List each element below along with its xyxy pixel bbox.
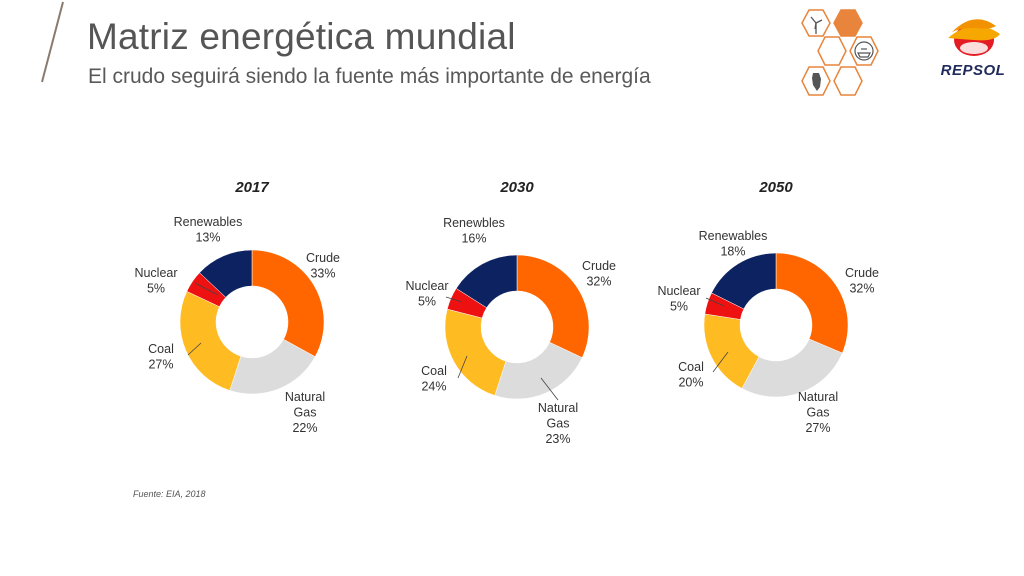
chart-title: 2030 bbox=[499, 179, 534, 196]
segment-label-nuclear: Nuclear 5% bbox=[405, 279, 448, 309]
leader-line-natural-gas bbox=[540, 377, 559, 401]
donut-chart-2030: 2030 Crude 32% Natural Gas 23% Coal 24% Nuclear 5… bbox=[405, 179, 616, 446]
segment-label-crude: Crude 32% bbox=[582, 259, 616, 289]
leader-line-coal bbox=[457, 355, 468, 379]
brand-wordmark: REPSOL bbox=[940, 62, 1006, 79]
donut-segment-renewables bbox=[711, 252, 777, 310]
chart-title: 2050 bbox=[758, 179, 793, 196]
segment-label-renewables: Renewables 18% bbox=[699, 229, 768, 259]
logo-mark bbox=[948, 19, 1000, 56]
segment-label-natural-gas: Natural Gas 22% bbox=[285, 390, 325, 435]
donut-segment-renewables bbox=[455, 254, 518, 309]
repsol-logo: REPSOL bbox=[930, 10, 1016, 80]
hexagon-cell bbox=[801, 66, 831, 96]
donut-chart-2017: 2017 Crude 33% Natural Gas 22% Coal 27% Nuclear 5… bbox=[134, 179, 340, 435]
segment-label-coal: Coal 24% bbox=[421, 364, 447, 394]
hexagon-decoration bbox=[801, 9, 879, 96]
segment-label-nuclear: Nuclear 5% bbox=[657, 284, 700, 314]
segment-label-nuclear: Nuclear 5% bbox=[134, 266, 177, 296]
leader-line-coal bbox=[712, 351, 729, 373]
donut-segment-crude bbox=[775, 252, 849, 354]
map-icon bbox=[812, 73, 821, 91]
decorative-slash-line bbox=[41, 1, 64, 83]
leader-line-nuclear bbox=[705, 297, 725, 307]
donut-segment-renewables bbox=[199, 249, 253, 298]
segment-label-coal: Coal 20% bbox=[678, 360, 704, 390]
leader-line-nuclear bbox=[194, 282, 219, 296]
donut-segment-natural-gas bbox=[229, 339, 316, 395]
segment-label-crude: Crude 32% bbox=[845, 266, 879, 296]
segment-label-renewables: Renewbles 16% bbox=[443, 216, 505, 246]
segment-label-crude: Crude 33% bbox=[306, 251, 340, 281]
donut-chart-2050: 2050 Crude 32% Natural Gas 27% Coal 20% Nuclear 5… bbox=[657, 179, 879, 435]
segment-label-natural-gas: Natural Gas 27% bbox=[798, 390, 838, 435]
leader-line-nuclear bbox=[445, 296, 463, 303]
hexagon-cell bbox=[801, 9, 831, 37]
hexagon-cell bbox=[849, 36, 879, 66]
donut-segment-coal bbox=[179, 291, 242, 391]
wind-turbine-icon bbox=[810, 16, 823, 34]
segment-label-coal: Coal 27% bbox=[148, 342, 174, 372]
hexagon-cell bbox=[833, 66, 863, 96]
hexagon-cell-filled bbox=[833, 9, 863, 37]
source-note: Fuente: EIA, 2018 bbox=[133, 489, 206, 499]
leader-line-coal bbox=[187, 342, 202, 356]
donut-segment-crude bbox=[251, 249, 325, 358]
donut-segment-coal bbox=[444, 308, 507, 396]
donut-segment-natural-gas bbox=[741, 338, 843, 398]
chart-title: 2017 bbox=[234, 179, 269, 196]
hexagon-cell bbox=[817, 36, 847, 66]
page-subtitle: El crudo seguirá siendo la fuente más im… bbox=[88, 65, 651, 88]
donut-segment-crude bbox=[516, 254, 590, 358]
segment-label-natural-gas: Natural Gas 23% bbox=[538, 401, 578, 446]
page-title: Matriz energética mundial bbox=[87, 16, 516, 57]
segment-label-renewables: Renewables 13% bbox=[174, 215, 243, 245]
tanker-ship-icon bbox=[854, 41, 874, 61]
